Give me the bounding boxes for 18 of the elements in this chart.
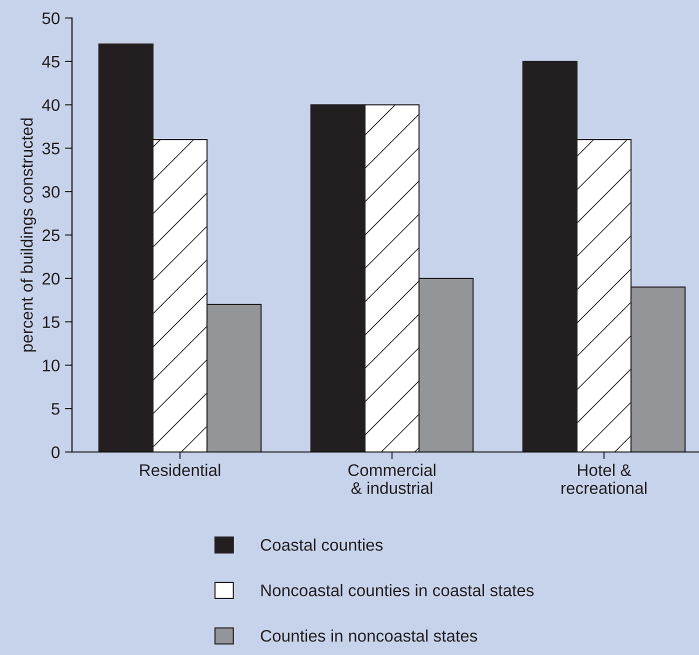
x-tick-label: Commercial & industrial	[348, 464, 436, 494]
y-tick-label: 45	[42, 56, 60, 68]
y-tick-label: 20	[42, 272, 60, 285]
x-tick-label: Hotel & recreational	[562, 464, 646, 494]
y-tick-label: 50	[42, 12, 60, 24]
y-tick-label: 40	[42, 99, 60, 112]
y-tick-label: 25	[42, 229, 60, 242]
y-tick-label: 0	[52, 446, 60, 458]
y-tick-label: 10	[42, 360, 60, 372]
legend-label: Noncoastal counties in coastal states	[261, 584, 534, 596]
x-tick-label: Residential	[140, 464, 220, 476]
y-tick-label: 15	[42, 316, 60, 328]
y-tick-label: 30	[42, 186, 60, 198]
y-axis-title: percent of buildings constructed	[20, 118, 36, 352]
legend-label: Counties in noncoastal states	[260, 630, 478, 642]
legend-label: Coastal counties	[260, 538, 383, 551]
y-tick-label: 35	[42, 142, 60, 154]
y-tick-label: 5	[52, 403, 60, 415]
